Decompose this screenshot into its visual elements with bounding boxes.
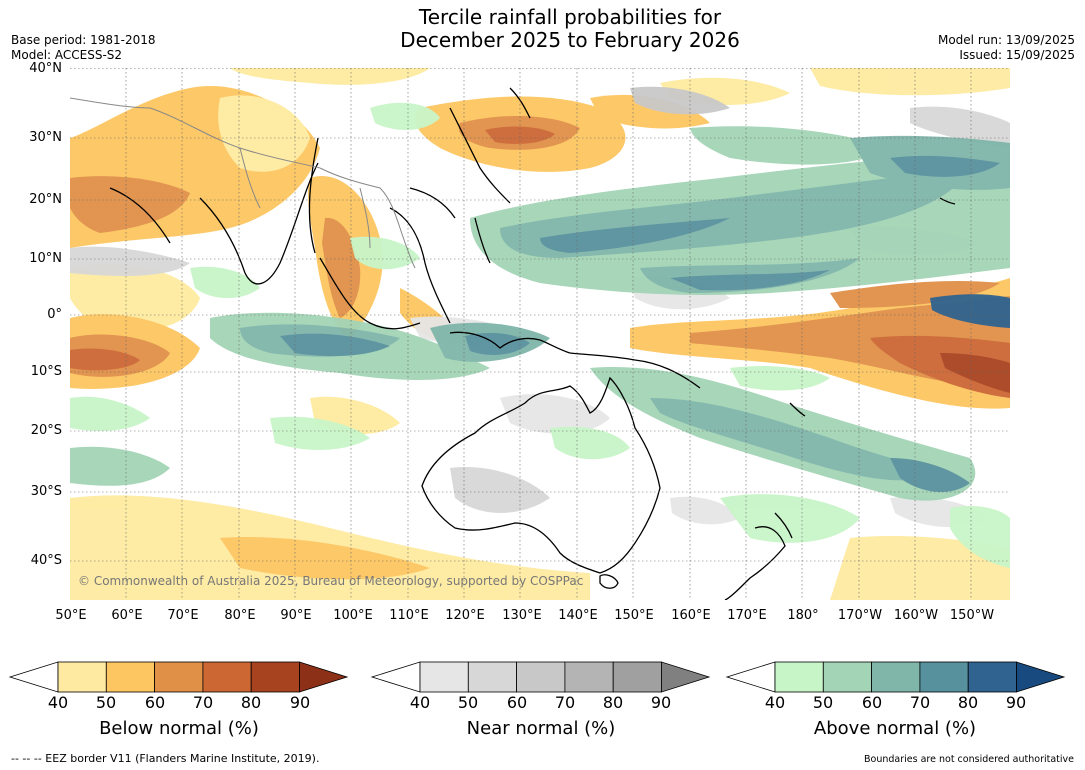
colorbar-tick: 40 [764,693,786,712]
colorbar-swatch [612,661,662,693]
model-run-label: Model run: 13/09/2025 [937,33,1075,47]
colorbar-swatch [822,661,872,693]
lon-label: 140°E [558,608,598,623]
colorbar-tick: 90 [650,693,672,712]
issued-label: Issued: 15/09/2025 [959,48,1075,62]
lon-label: 180° [787,608,819,623]
colorbar-swatch [154,661,204,693]
colorbar-swatch [57,661,107,693]
lat-label: 10°S [30,364,62,379]
coastlines [109,87,956,600]
colorbar-title-above-normal: Above normal (%) [813,718,977,739]
colorbar-title-below-normal: Below normal (%) [99,718,259,739]
lat-label: 20°N [29,192,62,207]
colorbar-swatch [661,661,711,693]
lat-label: 40°S [30,553,62,568]
colorbar-tick: 50 [812,693,834,712]
colorbar-tick: 70 [192,693,214,712]
colorbar-title-near-normal: Near normal (%) [466,718,616,739]
country-borders [70,97,416,269]
lat-label: 0° [47,307,62,322]
lon-label: 110°E [389,608,429,623]
colorbar-swatch [250,661,300,693]
graticule [70,68,1010,600]
colorbar-swatch [967,661,1017,693]
colorbar-tick: 60 [506,693,528,712]
colorbar-swatch [467,661,517,693]
colorbar-near-normal [370,661,711,693]
lon-label: 160°W [893,608,939,623]
lat-label: 30°S [30,484,62,499]
colorbar-tick: 60 [144,693,166,712]
lon-label: 170°E [727,608,767,623]
colorbar-tick: 50 [457,693,479,712]
lon-label: 90°E [280,608,312,623]
colorbar-below-normal [8,661,349,693]
colorbar-swatch [871,661,921,693]
lon-label: 50°E [55,608,87,623]
colorbar-swatch [8,661,59,693]
lon-label: 120°E [445,608,485,623]
copyright-notice: © Commonwealth of Australia 2025, Bureau… [78,574,584,588]
colorbar-swatch [202,661,252,693]
lon-label: 160°E [671,608,711,623]
colorbar-swatch [370,661,421,693]
colorbar-tick: 90 [289,693,311,712]
lon-label: 60°E [111,608,143,623]
lat-label: 20°S [30,423,62,438]
map-canvas [70,68,1010,600]
colorbar-tick: 40 [47,693,69,712]
boundaries-disclaimer: Boundaries are not considered authoritat… [864,754,1074,765]
lon-label: 150°E [614,608,654,623]
below-normal-regions [70,68,1010,600]
colorbar-swatch [419,661,469,693]
model-label: Model: ACCESS-S2 [11,48,123,62]
colorbar-swatch [774,661,824,693]
above-normal-regions [70,102,1010,568]
colorbar-tick: 80 [240,693,262,712]
lon-label: 100°E [333,608,373,623]
colorbar-tick: 70 [554,693,576,712]
colorbar-swatch [299,661,349,693]
map-title-line1: Tercile rainfall probabilities for [418,5,722,29]
lon-label: 170°W [837,608,883,623]
colorbar-swatch [725,661,776,693]
colorbar-above-normal [725,661,1066,693]
colorbar-tick: 80 [957,693,979,712]
colorbar-swatch [919,661,969,693]
colorbar-tick: 60 [861,693,883,712]
base-period-label: Base period: 1981-2018 [11,33,156,47]
lat-label: 40°N [29,61,62,76]
colorbar-swatch [1016,661,1066,693]
lat-label: 30°N [29,130,62,145]
colorbar-tick: 70 [909,693,931,712]
lon-label: 150°W [949,608,995,623]
colorbar-swatch [564,661,614,693]
colorbar-swatch [516,661,566,693]
colorbars-svg [8,661,1066,693]
colorbar-tick: 80 [602,693,624,712]
lon-label: 130°E [502,608,542,623]
map-title-line2: December 2025 to February 2026 [400,28,740,52]
probability-map [70,68,1010,600]
lat-label: 10°N [29,251,62,266]
colorbar-tick: 50 [95,693,117,712]
colorbar-tick: 40 [409,693,431,712]
colorbar-swatch [105,661,156,693]
eez-border-note: -- -- -- EEZ border V11 (Flanders Marine… [11,752,320,765]
lon-label: 80°E [224,608,256,623]
colorbar-tick: 90 [1005,693,1027,712]
lon-label: 70°E [167,608,199,623]
